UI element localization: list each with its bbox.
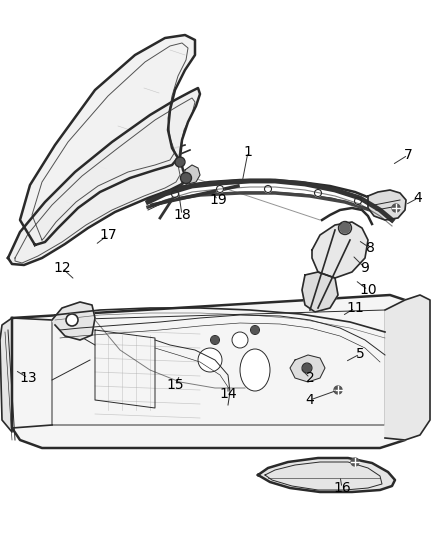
Text: 12: 12 [53, 261, 71, 275]
Circle shape [216, 185, 223, 192]
Text: 9: 9 [360, 261, 369, 275]
Circle shape [354, 198, 361, 205]
Text: 14: 14 [219, 387, 237, 401]
Ellipse shape [240, 349, 270, 391]
Polygon shape [52, 302, 95, 340]
Circle shape [340, 223, 350, 233]
Text: 13: 13 [19, 371, 37, 385]
Polygon shape [385, 295, 430, 440]
Text: 4: 4 [413, 191, 422, 205]
Polygon shape [302, 272, 338, 312]
Circle shape [181, 174, 191, 182]
Circle shape [303, 364, 311, 372]
Text: 1: 1 [244, 145, 252, 159]
Polygon shape [12, 295, 418, 448]
Polygon shape [0, 318, 12, 432]
Polygon shape [20, 35, 195, 245]
Circle shape [66, 314, 78, 326]
Text: 8: 8 [366, 241, 374, 255]
Circle shape [251, 327, 258, 334]
Circle shape [212, 336, 219, 343]
Text: 7: 7 [404, 148, 412, 162]
Text: 16: 16 [333, 481, 351, 495]
Circle shape [172, 190, 179, 198]
Circle shape [265, 185, 272, 192]
Text: 15: 15 [166, 378, 184, 392]
Circle shape [351, 458, 359, 466]
Polygon shape [368, 190, 406, 220]
Text: 18: 18 [173, 208, 191, 222]
Text: 17: 17 [99, 228, 117, 242]
Circle shape [198, 348, 222, 372]
Text: 10: 10 [359, 283, 377, 297]
Text: 2: 2 [306, 371, 314, 385]
Polygon shape [8, 88, 200, 265]
Circle shape [232, 332, 248, 348]
Text: 4: 4 [306, 393, 314, 407]
Polygon shape [184, 165, 200, 184]
Circle shape [314, 190, 321, 197]
Polygon shape [312, 222, 368, 278]
Polygon shape [258, 458, 395, 492]
Polygon shape [290, 355, 325, 382]
Circle shape [392, 204, 400, 212]
Text: 19: 19 [209, 193, 227, 207]
Text: 5: 5 [356, 347, 364, 361]
Text: 11: 11 [346, 301, 364, 315]
Circle shape [176, 158, 184, 166]
Circle shape [334, 386, 342, 394]
